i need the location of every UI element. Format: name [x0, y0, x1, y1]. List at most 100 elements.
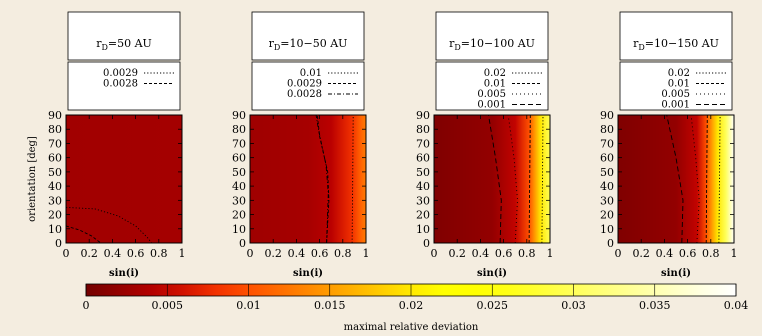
- title-rest: =10−150 AU: [645, 37, 719, 50]
- x-tick-label: 0: [615, 247, 622, 260]
- title-rest: =10−50 AU: [280, 37, 347, 50]
- colorbar: 0 0.005 0.01 0.015 0.02 0.025 0.03 0.035 0.04 max…: [83, 283, 749, 333]
- legend-label: 0.0028: [287, 89, 322, 100]
- legend-label: 0.005: [477, 89, 506, 100]
- title-r: r: [96, 37, 102, 50]
- x-axis-label: sin(i): [477, 268, 507, 279]
- y-tick-label: 90: [416, 109, 430, 122]
- title-box: [251, 11, 365, 61]
- x-tick-label: 1: [179, 247, 186, 260]
- y-tick-label: 0: [55, 237, 62, 250]
- heatmap-field: [250, 115, 366, 243]
- y-tick-label: 90: [48, 109, 62, 122]
- plot-frame: [617, 114, 735, 244]
- x-tick-label: 0.8: [334, 247, 352, 260]
- legend-label: 0.0029: [103, 68, 138, 79]
- y-tick-label: 10: [416, 223, 430, 236]
- y-tick-label: 80: [48, 123, 62, 136]
- panel-title-line2: rD=50 AU: [96, 37, 152, 52]
- legend-label: 0.0028: [103, 79, 138, 90]
- title-r: r: [633, 37, 639, 50]
- title-box: [435, 11, 549, 61]
- x-tick-label: 0.4: [288, 247, 306, 260]
- x-axis-label: sin(i): [109, 268, 139, 279]
- legend-label: 0.01: [484, 79, 506, 90]
- colorbar-tick-label: 0.04: [724, 299, 749, 312]
- contour-line: [315, 114, 329, 244]
- x-tick-label: 0.6: [679, 247, 697, 260]
- y-tick-label: 30: [48, 194, 62, 207]
- contour-line: [507, 114, 518, 244]
- x-tick-label: 0.4: [472, 247, 490, 260]
- x-tick-label: 0: [247, 247, 254, 260]
- x-tick-label: 1: [731, 247, 738, 260]
- legend-box: [435, 61, 549, 111]
- plot-frame: [433, 114, 551, 244]
- legend-label: 0.001: [661, 100, 690, 111]
- colorbar-label: maximal relative deviation: [344, 322, 479, 333]
- colorbar-tick-label: 0.015: [314, 299, 346, 312]
- y-tick-label: 20: [232, 209, 246, 222]
- y-tick-label: 80: [600, 123, 614, 136]
- contour-line: [351, 114, 354, 244]
- legend-label: 0.001: [477, 100, 506, 111]
- title-subscript: D: [101, 43, 107, 52]
- x-tick-label: 0.8: [150, 247, 168, 260]
- y-tick-label: 0: [239, 237, 246, 250]
- x-axis-label: sin(i): [661, 268, 691, 279]
- plot-frame: [65, 114, 183, 244]
- x-tick-label: 0.8: [702, 247, 720, 260]
- y-tick-label: 20: [48, 209, 62, 222]
- y-tick-label: 70: [232, 137, 246, 150]
- title-box: [619, 11, 733, 61]
- contour-line: [316, 114, 330, 244]
- x-tick-label: 1: [363, 247, 370, 260]
- y-tick-label: 50: [416, 166, 430, 179]
- x-tick-label: 0.6: [311, 247, 329, 260]
- title-subscript: D: [638, 43, 644, 52]
- panel-title-line2: rD=10−50 AU: [269, 37, 348, 52]
- legend-box: [67, 61, 181, 111]
- x-tick-label: 0.6: [127, 247, 145, 260]
- y-tick-label: 80: [232, 123, 246, 136]
- contour-line: [541, 114, 544, 244]
- y-tick-label: 50: [600, 166, 614, 179]
- x-tick-label: 0.2: [448, 247, 466, 260]
- y-tick-label: 40: [600, 180, 614, 193]
- colorbar-tick-label: 0.03: [561, 299, 586, 312]
- contour-line: [705, 114, 708, 244]
- y-tick-label: 70: [48, 137, 62, 150]
- heatmap-field: [434, 115, 550, 243]
- x-axis-label: sin(i): [293, 268, 323, 279]
- y-tick-label: 50: [48, 166, 62, 179]
- x-tick-label: 1: [547, 247, 554, 260]
- y-tick-label: 20: [416, 209, 430, 222]
- y-tick-label: 90: [600, 109, 614, 122]
- title-subscript: D: [454, 43, 460, 52]
- heatmap-field: [66, 115, 182, 243]
- x-tick-label: 0: [63, 247, 70, 260]
- legend-box: [619, 61, 733, 111]
- title-r: r: [269, 37, 275, 50]
- x-tick-label: 0.2: [80, 247, 98, 260]
- y-tick-label: 10: [600, 223, 614, 236]
- contour-line: [488, 114, 502, 244]
- y-tick-label: 10: [232, 223, 246, 236]
- contour-line: [65, 225, 102, 244]
- y-tick-label: 30: [600, 194, 614, 207]
- y-tick-label: 20: [600, 209, 614, 222]
- contour-line: [528, 114, 531, 244]
- x-tick-label: 0: [431, 247, 438, 260]
- x-tick-label: 0.4: [656, 247, 674, 260]
- y-tick-label: 90: [232, 109, 246, 122]
- legend-label: 0.02: [484, 68, 506, 79]
- contour-line: [666, 114, 684, 244]
- colorbar-tick-label: 0.005: [152, 299, 184, 312]
- y-tick-label: 0: [607, 237, 614, 250]
- contour-line: [690, 114, 700, 244]
